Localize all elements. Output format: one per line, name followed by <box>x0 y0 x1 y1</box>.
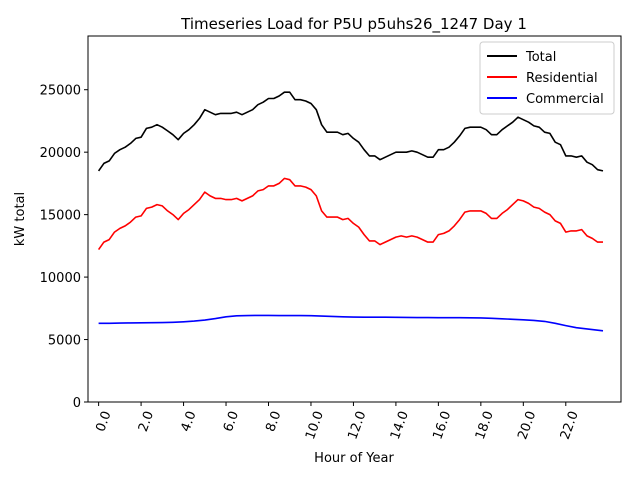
legend-frame <box>479 41 615 115</box>
x-tick-label: 8.0 <box>263 409 284 434</box>
y-tick-label: 20000 <box>40 146 81 161</box>
x-axis-ticks: 0.0 2.0 4.0 6.0 8.0 10.0 12.0 14.0 16.0 18.0 20.0 2… <box>93 402 582 442</box>
series-line-total <box>97 91 604 172</box>
y-tick-label: 15000 <box>40 209 81 224</box>
series-line-residential <box>97 177 603 251</box>
x-tick-label: 4.0 <box>178 409 199 434</box>
y-tick-label: 25000 <box>40 84 81 99</box>
series-line-commercial <box>98 314 604 332</box>
y-axis-label: kW total <box>13 192 28 246</box>
x-tick-label: 6.0 <box>221 409 242 434</box>
legend: Total Residential Commercial <box>479 41 615 115</box>
legend-label-total: Total <box>525 50 556 65</box>
x-axis-label: Hour of Year <box>314 451 394 466</box>
y-tick-label: 10000 <box>40 271 81 286</box>
y-tick-label: 0 <box>73 396 81 411</box>
series-lines <box>97 91 604 332</box>
plot-area-frame <box>87 35 622 403</box>
legend-label-residential: Residential <box>526 71 598 86</box>
x-tick-label: 0.0 <box>93 409 114 434</box>
legend-label-commercial: Commercial <box>526 92 604 107</box>
y-axis-ticks: 0 5000 10000 15000 20000 25000 <box>40 84 88 411</box>
chart-title: Timeseries Load for P5U p5uhs26_1247 Day… <box>180 15 527 34</box>
y-tick-label: 5000 <box>48 334 81 349</box>
x-tick-label: 2.0 <box>136 409 157 434</box>
